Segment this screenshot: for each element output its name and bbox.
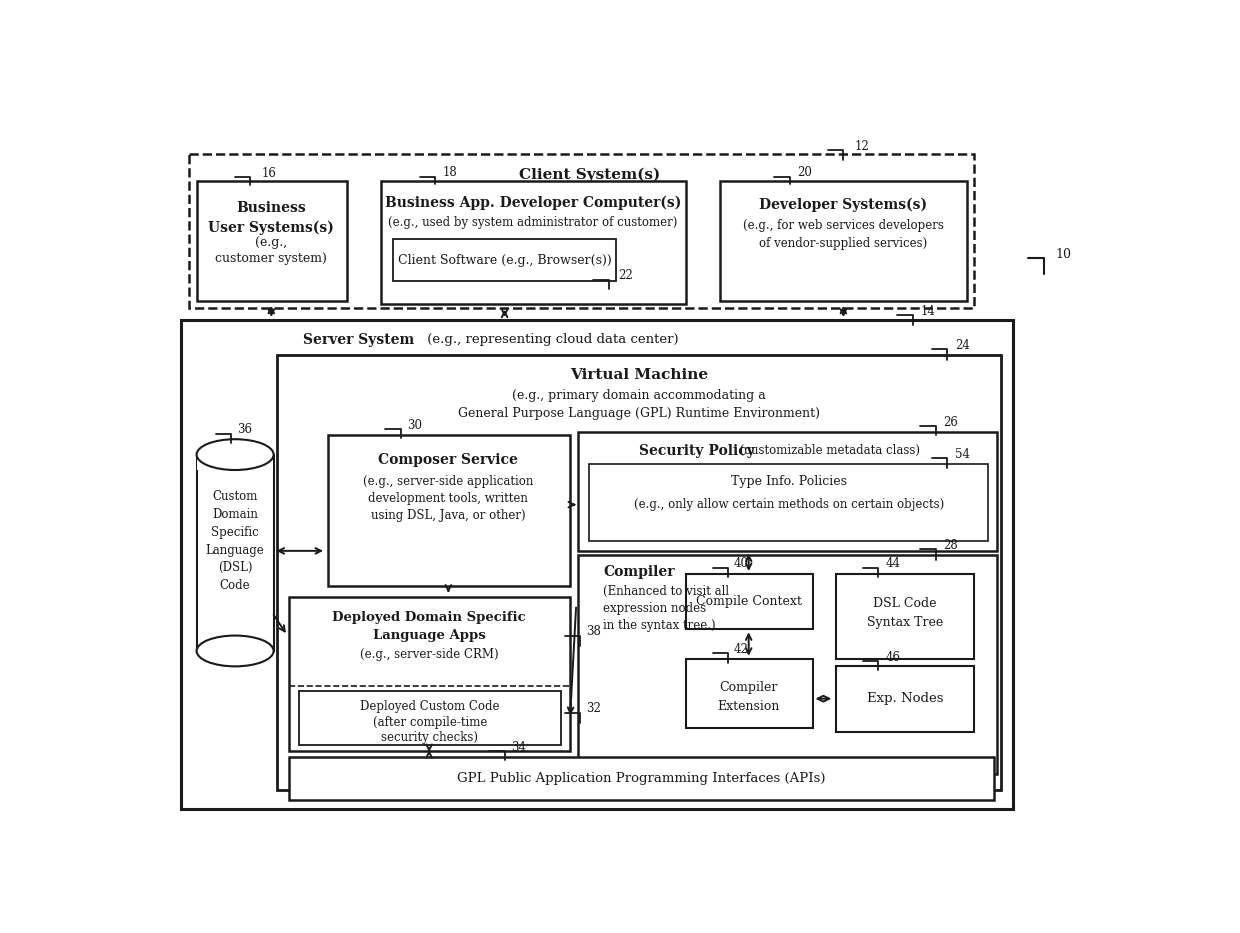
Bar [278, 355, 1001, 789]
Text: Compiler: Compiler [603, 565, 675, 579]
Text: Extension: Extension [718, 700, 780, 713]
Text: (Enhanced to visit all: (Enhanced to visit all [603, 585, 729, 598]
Text: (e.g., only allow certain methods on certain objects): (e.g., only allow certain methods on cer… [634, 498, 944, 511]
Text: Language: Language [206, 544, 264, 557]
Text: 36: 36 [237, 424, 253, 437]
Text: 20: 20 [797, 166, 812, 179]
Text: 38: 38 [587, 625, 601, 638]
Text: Code: Code [219, 579, 250, 592]
Text: 26: 26 [944, 416, 959, 429]
Ellipse shape [197, 439, 274, 470]
Text: (customizable metadata class): (customizable metadata class) [737, 444, 920, 457]
Text: development tools, written: development tools, written [368, 492, 528, 505]
Text: (e.g., primary domain accommodating a: (e.g., primary domain accommodating a [512, 389, 766, 402]
Bar [589, 464, 988, 541]
Text: (e.g.,: (e.g., [255, 236, 288, 249]
Text: DSL Code: DSL Code [873, 597, 936, 610]
Text: 24: 24 [955, 339, 970, 352]
Text: Exp. Nodes: Exp. Nodes [867, 692, 944, 705]
Text: 40: 40 [734, 557, 749, 570]
Bar [393, 239, 616, 282]
Text: 12: 12 [854, 140, 869, 153]
Text: Deployed Custom Code: Deployed Custom Code [360, 700, 500, 713]
Bar [197, 181, 347, 300]
Text: 10: 10 [1055, 248, 1071, 261]
Bar [299, 691, 560, 745]
Text: Business App. Developer Computer(s): Business App. Developer Computer(s) [384, 196, 681, 210]
Text: 34: 34 [511, 741, 526, 754]
Text: (e.g., for web services developers: (e.g., for web services developers [743, 219, 944, 232]
Text: Language Apps: Language Apps [373, 629, 486, 642]
Text: Specific: Specific [211, 526, 259, 539]
Text: using DSL, Java, or other): using DSL, Java, or other) [371, 508, 526, 522]
Text: Business: Business [237, 202, 306, 216]
Text: 32: 32 [587, 703, 601, 716]
Text: customer system): customer system) [216, 252, 327, 265]
Text: Client System(s): Client System(s) [518, 168, 660, 182]
Text: (DSL): (DSL) [218, 562, 253, 575]
Text: (e.g., server-side CRM): (e.g., server-side CRM) [360, 648, 498, 661]
Text: 42: 42 [734, 643, 749, 656]
Text: 28: 28 [944, 539, 959, 552]
Bar [578, 555, 997, 774]
Bar [836, 666, 975, 731]
Bar [188, 154, 975, 308]
Text: Server System: Server System [303, 333, 414, 347]
Text: 18: 18 [443, 166, 458, 179]
Text: 14: 14 [920, 305, 935, 318]
Bar [686, 574, 812, 630]
Text: Deployed Domain Specific: Deployed Domain Specific [332, 610, 526, 623]
Text: Domain: Domain [212, 508, 258, 522]
Text: 44: 44 [885, 557, 900, 570]
Text: (e.g., used by system administrator of customer): (e.g., used by system administrator of c… [388, 216, 678, 229]
Ellipse shape [197, 635, 274, 666]
Text: Security Policy: Security Policy [639, 444, 755, 458]
Bar [836, 574, 975, 659]
Text: in the syntax tree.): in the syntax tree.) [603, 620, 715, 632]
Text: expression nodes: expression nodes [603, 602, 707, 615]
Text: Syntax Tree: Syntax Tree [867, 616, 944, 629]
Text: Compile Context: Compile Context [696, 595, 801, 608]
Text: User Systems(s): User Systems(s) [208, 220, 335, 235]
Bar [289, 758, 993, 800]
Bar [720, 181, 967, 300]
Text: (e.g., server-side application: (e.g., server-side application [363, 475, 533, 488]
Text: 30: 30 [407, 419, 422, 432]
Bar [181, 320, 1013, 809]
Text: 22: 22 [618, 270, 632, 283]
Text: Client Software (e.g., Browser(s)): Client Software (e.g., Browser(s)) [398, 254, 611, 267]
Bar [289, 597, 570, 751]
Bar [382, 181, 686, 304]
Text: Composer Service: Composer Service [378, 453, 518, 467]
Text: Virtual Machine: Virtual Machine [570, 369, 708, 383]
Text: 54: 54 [955, 448, 970, 461]
Text: Type Info. Policies: Type Info. Policies [730, 475, 847, 488]
Text: Custom: Custom [212, 491, 258, 504]
Text: security checks): security checks) [382, 731, 479, 744]
Text: Compiler: Compiler [719, 681, 777, 694]
Text: of vendor-supplied services): of vendor-supplied services) [759, 237, 928, 250]
Bar [327, 436, 570, 586]
Text: General Purpose Language (GPL) Runtime Environment): General Purpose Language (GPL) Runtime E… [459, 407, 821, 420]
Text: (after compile-time: (after compile-time [373, 716, 487, 729]
Bar [578, 431, 997, 550]
Text: (e.g., representing cloud data center): (e.g., representing cloud data center) [423, 333, 678, 346]
Text: 16: 16 [262, 167, 277, 180]
Bar [686, 659, 812, 728]
Text: Developer Systems(s): Developer Systems(s) [759, 197, 928, 212]
Bar [197, 454, 273, 470]
Text: 46: 46 [885, 650, 900, 663]
Text: GPL Public Application Programming Interfaces (APIs): GPL Public Application Programming Inter… [456, 772, 825, 785]
